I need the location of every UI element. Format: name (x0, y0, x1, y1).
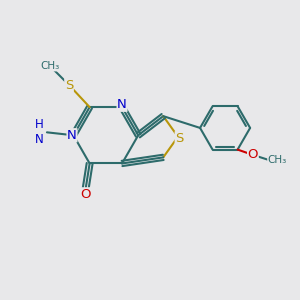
Text: N: N (117, 98, 127, 111)
Text: S: S (175, 132, 184, 145)
Text: O: O (80, 188, 91, 201)
Text: H
N: H N (35, 118, 44, 146)
Text: O: O (248, 148, 258, 161)
Text: CH₃: CH₃ (268, 155, 287, 165)
Text: CH₃: CH₃ (40, 61, 59, 71)
Text: N: N (67, 129, 77, 142)
Text: S: S (65, 79, 73, 92)
